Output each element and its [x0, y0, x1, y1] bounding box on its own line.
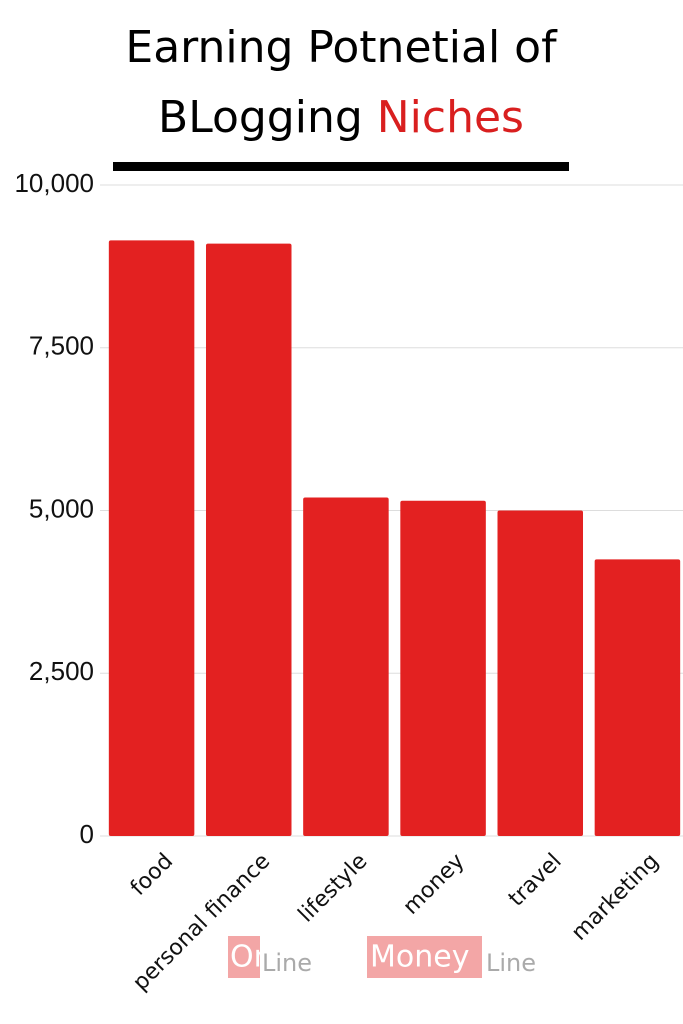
watermark-text: Line	[262, 949, 312, 977]
x-tick-label: money	[399, 849, 470, 920]
x-tick-label: lifestyle	[294, 849, 373, 928]
watermark-text: Money	[370, 940, 469, 975]
y-tick-label: 2,500	[29, 656, 94, 686]
bar	[303, 497, 389, 836]
bar	[205, 243, 292, 837]
bar	[108, 240, 195, 836]
y-tick-label: 7,500	[29, 331, 94, 361]
bar	[594, 559, 681, 836]
title-part: BLogging	[158, 92, 363, 143]
watermark-box	[367, 936, 482, 978]
bar	[497, 510, 584, 836]
title-highlight: Niches	[377, 92, 524, 143]
y-tick-label: 5,000	[29, 493, 94, 523]
y-tick-label: 0	[80, 819, 94, 849]
watermark: On Line Money Line	[228, 936, 536, 978]
title-underline	[113, 162, 569, 171]
chart-title: BLogging Niches	[158, 92, 524, 143]
x-tick-label: travel	[504, 849, 567, 912]
x-tick-label: marketing	[567, 849, 664, 946]
y-tick-label: 10,000	[14, 168, 94, 198]
x-tick-label: food	[126, 849, 178, 901]
chart-title: Earning Potnetial of	[125, 22, 558, 73]
watermark-box	[228, 936, 260, 978]
watermark-text: On	[230, 940, 273, 975]
bar	[400, 500, 486, 836]
watermark-text: Line	[486, 949, 536, 977]
